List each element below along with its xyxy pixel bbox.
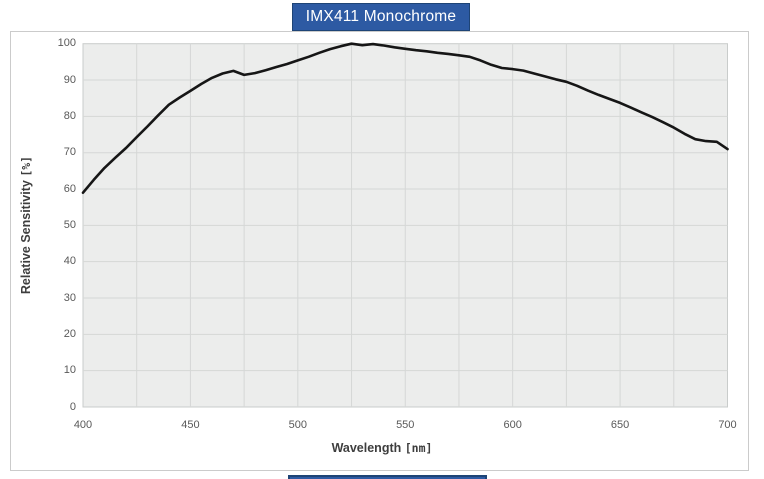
x-tick-label: 450 [181,419,200,431]
x-tick-label: 500 [288,419,307,431]
chart-title-banner: IMX411 Monochrome [292,3,470,31]
x-tick-label: 600 [503,419,522,431]
x-tick-label: 400 [73,419,93,431]
y-tick-label: 90 [63,73,76,86]
x-tick-label: 650 [610,419,630,431]
chart-title: IMX411 Monochrome [305,8,457,25]
x-tick-label: 550 [396,419,415,431]
y-tick-label: 10 [63,364,76,377]
y-tick-label: 40 [63,255,76,268]
sensitivity-curve [81,42,729,194]
y-tick-label: 50 [63,218,76,231]
y-tick-label: 80 [63,109,76,122]
y-tick-label: 100 [57,37,76,50]
y-tick-label: 0 [69,400,76,413]
x-tick-label: 700 [718,419,737,431]
y-axis-title: Relative Sensitivity [%] [19,155,33,295]
next-chart-banner-edge [288,475,487,479]
y-tick-label: 20 [63,327,76,340]
y-tick-label: 60 [63,182,76,195]
y-tick-label: 30 [63,291,76,304]
y-tick-label: 70 [63,146,76,159]
grid-lines [83,43,728,407]
x-axis-title: Wavelength [nm] [331,441,433,455]
